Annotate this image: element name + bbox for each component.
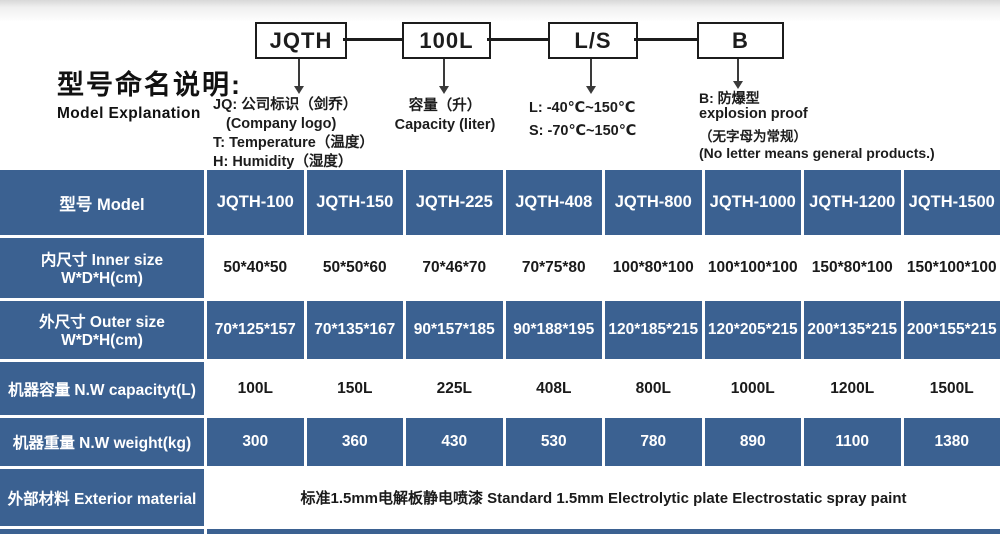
table-cell: 100L — [207, 362, 304, 415]
partial-row-cell — [207, 529, 1000, 534]
table-header-cell: JQTH-1000 — [704, 170, 801, 235]
table-cell: 800L — [605, 362, 702, 415]
table-cell: 90*157*185 — [406, 301, 503, 359]
connector-line — [343, 38, 402, 41]
table-cell: 890 — [704, 418, 801, 466]
table-header-cell: JQTH-1500 — [903, 170, 1000, 235]
table-header-cell: JQTH-100 — [207, 170, 304, 235]
down-arrow-icon — [590, 59, 592, 86]
down-arrow-icon — [586, 86, 596, 94]
table-cell: 150*100*100 — [903, 238, 1000, 298]
partial-row-label-cell — [0, 529, 204, 534]
down-arrow-icon — [443, 59, 445, 86]
row-label-weight: 机器重量 N.W weight(kg) — [0, 418, 204, 466]
table-cell: 530 — [505, 418, 602, 466]
note-explosion-proof: B: 防爆型 explosion proof （无字母为常规） (No lett… — [699, 90, 935, 161]
row-label-exterior-material: 外部材料 Exterior material — [0, 469, 204, 526]
table-cell: 1200L — [804, 362, 901, 415]
note-company-code: JQ: 公司标识（剑乔） (Company logo) T: Temperatu… — [213, 97, 374, 170]
table-cell: 50*40*50 — [207, 238, 304, 298]
table-cell: 70*46*70 — [406, 238, 503, 298]
table-cell: 1500L — [903, 362, 1000, 415]
model-code-box-capacity: 100L — [402, 22, 491, 59]
table-cell: 50*50*60 — [306, 238, 403, 298]
table-header-cell: JQTH-150 — [306, 170, 403, 235]
table-cell: 780 — [605, 418, 702, 466]
table-header-cell: JQTH-225 — [406, 170, 503, 235]
table-cell: 1380 — [903, 418, 1000, 466]
table-header-cell: JQTH-1200 — [804, 170, 901, 235]
down-arrow-icon — [294, 86, 304, 94]
table-cell: 360 — [306, 418, 403, 466]
diagram-title: 型号命名说明: Model Explanation — [57, 63, 242, 123]
down-arrow-icon — [298, 59, 300, 86]
table-cell: 100*80*100 — [605, 238, 702, 298]
table-cell: 100*100*100 — [704, 238, 801, 298]
note-capacity: 容量（升） Capacity (liter) — [394, 98, 496, 133]
table-cell: 1000L — [704, 362, 801, 415]
spec-table: 型号 Model JQTH-100 JQTH-150 JQTH-225 JQTH… — [0, 170, 1000, 534]
down-arrow-icon — [439, 86, 449, 94]
down-arrow-icon — [733, 81, 743, 89]
table-cell: 200*155*215 — [903, 301, 1000, 359]
diagram-title-en: Model Explanation — [57, 105, 201, 122]
down-arrow-icon — [737, 59, 739, 81]
model-code-box-explosion: B — [697, 22, 784, 59]
table-header-cell: JQTH-800 — [605, 170, 702, 235]
table-cell: 150L — [306, 362, 403, 415]
model-explanation-diagram: 型号命名说明: Model Explanation JQTH 100L L/S … — [0, 0, 1000, 170]
table-cell: 90*188*195 — [505, 301, 602, 359]
table-header-cell: JQTH-408 — [505, 170, 602, 235]
table-cell: 70*75*80 — [505, 238, 602, 298]
table-cell: 150*80*100 — [804, 238, 901, 298]
diagram-title-zh: 型号命名说明: — [57, 70, 242, 100]
table-cell: 120*205*215 — [704, 301, 801, 359]
table-cell: 430 — [406, 418, 503, 466]
row-label-inner-size: 内尺寸 Inner size W*D*H(cm) — [0, 238, 204, 298]
row-label-capacity: 机器容量 N.W capacityt(L) — [0, 362, 204, 415]
connector-line — [487, 38, 548, 41]
table-cell: 408L — [505, 362, 602, 415]
model-code-box-temp-range: L/S — [548, 22, 638, 59]
table-cell: 300 — [207, 418, 304, 466]
table-cell: 1100 — [804, 418, 901, 466]
table-cell: 120*185*215 — [605, 301, 702, 359]
table-header-model: 型号 Model — [0, 170, 204, 235]
exterior-material-value: 标准1.5mm电解板静电喷漆 Standard 1.5mm Electrolyt… — [207, 469, 1000, 526]
connector-line — [634, 38, 697, 41]
table-cell: 225L — [406, 362, 503, 415]
table-cell: 70*135*167 — [306, 301, 403, 359]
note-temperature-range: L: -40℃~150℃ S: -70℃~150℃ — [529, 100, 637, 139]
row-label-outer-size: 外尺寸 Outer size W*D*H(cm) — [0, 301, 204, 359]
table-cell: 70*125*157 — [207, 301, 304, 359]
table-cell: 200*135*215 — [804, 301, 901, 359]
model-code-box-jqth: JQTH — [255, 22, 347, 59]
